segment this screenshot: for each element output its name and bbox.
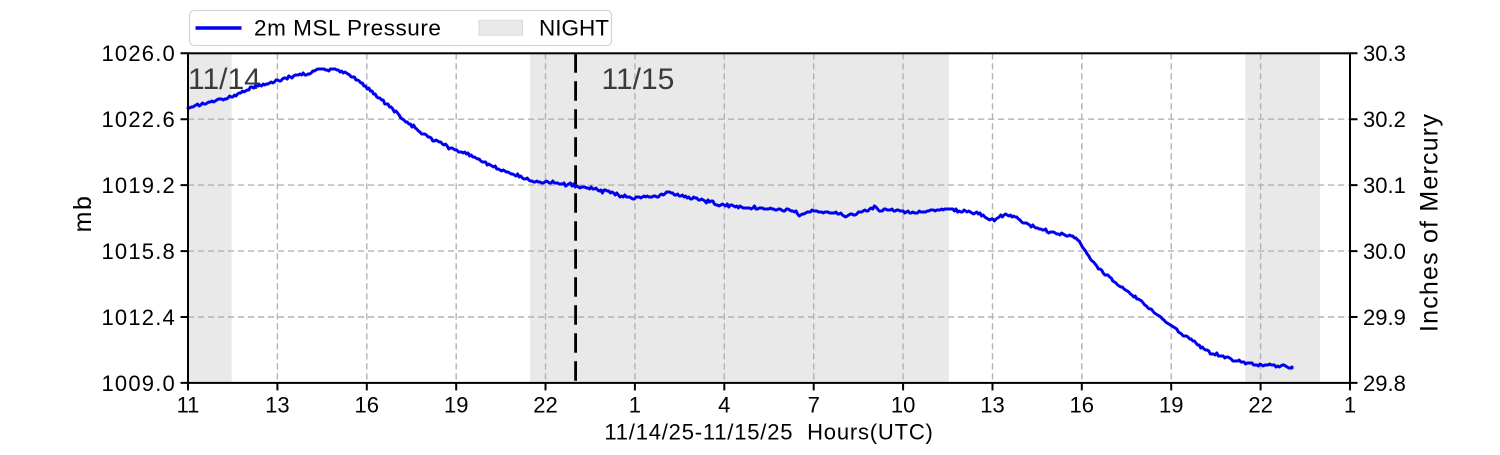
svg-text:11/15: 11/15 bbox=[602, 63, 675, 96]
svg-text:1012.4: 1012.4 bbox=[102, 305, 177, 330]
svg-text:4: 4 bbox=[718, 393, 730, 418]
svg-text:30.2: 30.2 bbox=[1363, 107, 1406, 132]
svg-text:19: 19 bbox=[444, 393, 468, 418]
svg-text:30.3: 30.3 bbox=[1363, 41, 1406, 66]
svg-text:1: 1 bbox=[629, 393, 641, 418]
svg-text:1009.0: 1009.0 bbox=[102, 371, 177, 396]
svg-text:1019.2: 1019.2 bbox=[102, 173, 177, 198]
svg-text:7: 7 bbox=[808, 393, 820, 418]
svg-text:16: 16 bbox=[1070, 393, 1094, 418]
svg-text:mb: mb bbox=[69, 195, 97, 233]
svg-text:Inches of Mercury: Inches of Mercury bbox=[1416, 113, 1444, 332]
svg-text:1022.6: 1022.6 bbox=[102, 107, 177, 132]
svg-text:10: 10 bbox=[891, 393, 915, 418]
svg-text:13: 13 bbox=[265, 393, 289, 418]
svg-text:11/14: 11/14 bbox=[188, 63, 261, 96]
svg-text:11/14/25-11/15/25 Hours(UTC): 11/14/25-11/15/25 Hours(UTC) bbox=[604, 420, 933, 445]
svg-text:1026.0: 1026.0 bbox=[102, 41, 177, 66]
svg-text:30.0: 30.0 bbox=[1363, 239, 1406, 264]
svg-text:29.9: 29.9 bbox=[1363, 305, 1406, 330]
svg-text:1: 1 bbox=[1344, 393, 1356, 418]
svg-text:2m MSL Pressure: 2m MSL Pressure bbox=[254, 16, 441, 41]
svg-text:19: 19 bbox=[1159, 393, 1183, 418]
svg-text:22: 22 bbox=[1248, 393, 1272, 418]
svg-text:NIGHT: NIGHT bbox=[539, 15, 609, 40]
svg-text:30.1: 30.1 bbox=[1363, 173, 1406, 198]
svg-text:1015.8: 1015.8 bbox=[102, 239, 177, 264]
svg-text:13: 13 bbox=[980, 393, 1004, 418]
svg-text:29.8: 29.8 bbox=[1363, 371, 1406, 396]
svg-text:11: 11 bbox=[177, 393, 200, 418]
svg-text:22: 22 bbox=[533, 393, 557, 418]
svg-text:16: 16 bbox=[355, 393, 379, 418]
